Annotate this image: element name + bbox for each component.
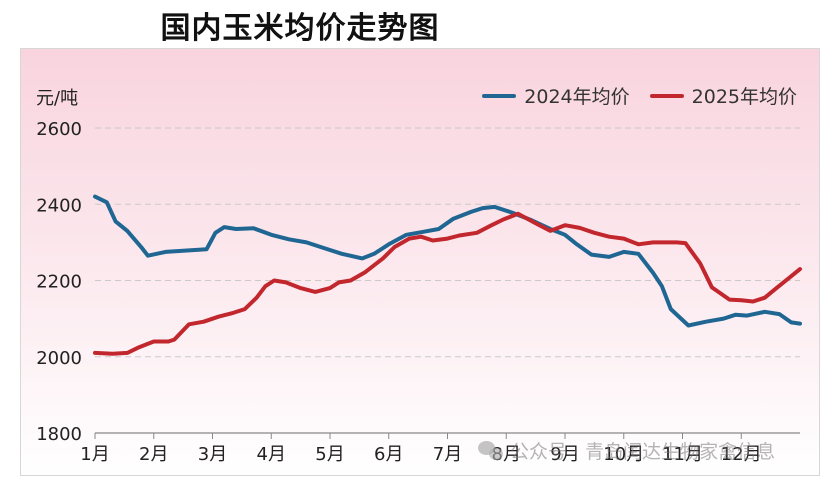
- legend-swatch-2024: [482, 93, 517, 98]
- chart-legend: 2024年均价 2025年均价: [482, 82, 797, 109]
- y-tick-label: 2400: [36, 195, 82, 216]
- chart-title: 国内玉米均价走势图: [160, 11, 440, 46]
- legend-label-2025: 2025年均价: [691, 86, 797, 108]
- x-tick-label: 6月: [374, 444, 403, 465]
- x-tick-label: 4月: [257, 444, 286, 465]
- y-tick-label: 2600: [36, 119, 82, 140]
- series-line-2024: [93, 194, 802, 328]
- watermark: 公众号 · 青岛闰达生物家禽信息: [478, 437, 775, 464]
- y-tick-label: 2200: [36, 272, 82, 293]
- legend-item-2025: 2025年均价: [649, 82, 797, 109]
- title-band: [0, 0, 831, 40]
- x-tick-label: 2月: [139, 444, 168, 465]
- x-axis: 1月 2月 3月 4月 5月 6月 7月 8月 9月 10月 11月 12月: [80, 432, 800, 465]
- y-axis-unit-label: 元/吨: [36, 88, 79, 109]
- x-tick-label: 9月: [550, 444, 579, 465]
- x-tick-label: 12月: [721, 444, 762, 465]
- wechat-icon: [478, 440, 504, 461]
- watermark-text: 公众号 · 青岛闰达生物家禽信息: [510, 441, 776, 463]
- x-tick-label: 5月: [315, 444, 344, 465]
- y-axis-ticks: 1800 2000 2200 2400 2600: [36, 119, 82, 445]
- legend-swatch-2025: [649, 93, 684, 98]
- grid-lines: [95, 127, 800, 358]
- x-tick-label: 11月: [662, 444, 703, 465]
- x-tick-label: 1月: [80, 444, 109, 465]
- chart-frame: [20, 48, 820, 476]
- y-tick-label: 2000: [36, 348, 82, 369]
- series-line-2025: [93, 211, 802, 356]
- y-tick-label: 1800: [36, 424, 82, 445]
- x-tick-label: 7月: [433, 444, 462, 465]
- legend-item-2024: 2024年均价: [482, 82, 630, 109]
- series-lines: [93, 194, 802, 356]
- x-tick-label: 3月: [198, 444, 227, 465]
- x-tick-label: 10月: [603, 444, 644, 465]
- legend-label-2024: 2024年均价: [524, 86, 630, 108]
